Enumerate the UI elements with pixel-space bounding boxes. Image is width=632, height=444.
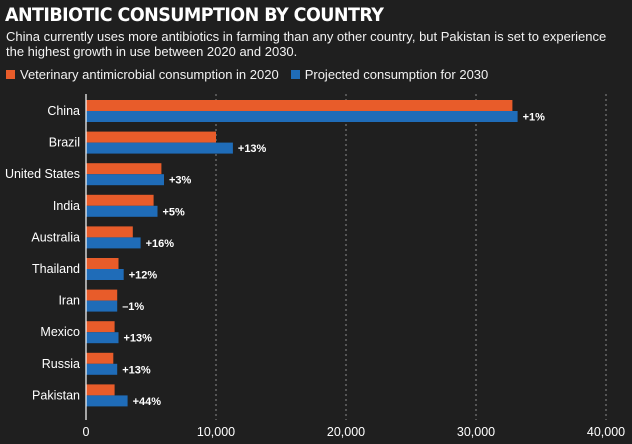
bar-2020 <box>86 258 119 269</box>
bar-2020 <box>86 352 114 364</box>
bar-2030 <box>86 111 518 122</box>
bar-2030 <box>86 205 158 217</box>
legend-label-2030: Projected consumption for 2030 <box>304 67 489 82</box>
category-label: Pakistan <box>32 388 80 402</box>
growth-label: +13% <box>238 143 267 155</box>
growth-label: +13% <box>122 364 151 376</box>
x-tick-label: 0 <box>83 425 90 439</box>
bar-2020 <box>86 321 115 333</box>
bar-2030 <box>86 363 118 375</box>
bar-2030 <box>86 142 233 154</box>
bar-2020 <box>86 100 513 111</box>
growth-label: +16% <box>146 238 175 250</box>
category-label: India <box>53 199 80 213</box>
bar-2030 <box>86 395 128 407</box>
chart-subtitle: China currently uses more antibiotics in… <box>6 29 607 59</box>
bar-2020 <box>86 163 162 175</box>
bar-2020 <box>86 289 118 301</box>
bar-2030 <box>86 332 119 344</box>
bar-2020 <box>86 226 133 238</box>
legend: Veterinary antimicrobial consumption in … <box>6 67 500 82</box>
category-label: Brazil <box>49 136 80 150</box>
growth-label: +3% <box>169 175 192 187</box>
bar-2020 <box>86 131 216 143</box>
growth-label: +1% <box>523 112 546 124</box>
x-tick-label: 20,000 <box>327 425 365 439</box>
category-label: Russia <box>42 357 80 371</box>
category-label: Mexico <box>40 325 80 339</box>
category-label: Iran <box>58 294 80 308</box>
legend-swatch-2030 <box>290 70 300 79</box>
growth-label: +44% <box>133 396 162 408</box>
growth-label: +12% <box>129 270 158 282</box>
category-label: China <box>47 104 80 118</box>
chart-title: ANTIBIOTIC CONSUMPTION BY COUNTRY <box>5 4 384 26</box>
growth-label: +5% <box>163 206 186 218</box>
category-label: Australia <box>31 230 80 244</box>
legend-item-2020: Veterinary antimicrobial consumption in … <box>6 67 279 82</box>
bar-2020 <box>86 194 154 206</box>
bar-2030 <box>86 237 141 249</box>
bar-2030 <box>86 174 164 186</box>
bar-2020 <box>86 384 115 396</box>
bar-2030 <box>86 269 124 280</box>
x-tick-label: 10,000 <box>197 425 235 439</box>
legend-item-2030: Projected consumption for 2030 <box>290 67 489 82</box>
legend-swatch-2020 <box>6 70 15 79</box>
growth-label: +13% <box>124 333 153 345</box>
category-label: Thailand <box>32 262 80 276</box>
x-tick-label: 40,000 <box>587 425 625 439</box>
legend-label-2020: Veterinary antimicrobial consumption in … <box>20 67 279 82</box>
growth-label: –1% <box>122 301 144 313</box>
category-label: United States <box>5 167 80 181</box>
x-tick-label: 30,000 <box>457 425 495 439</box>
bar-2030 <box>86 300 118 312</box>
